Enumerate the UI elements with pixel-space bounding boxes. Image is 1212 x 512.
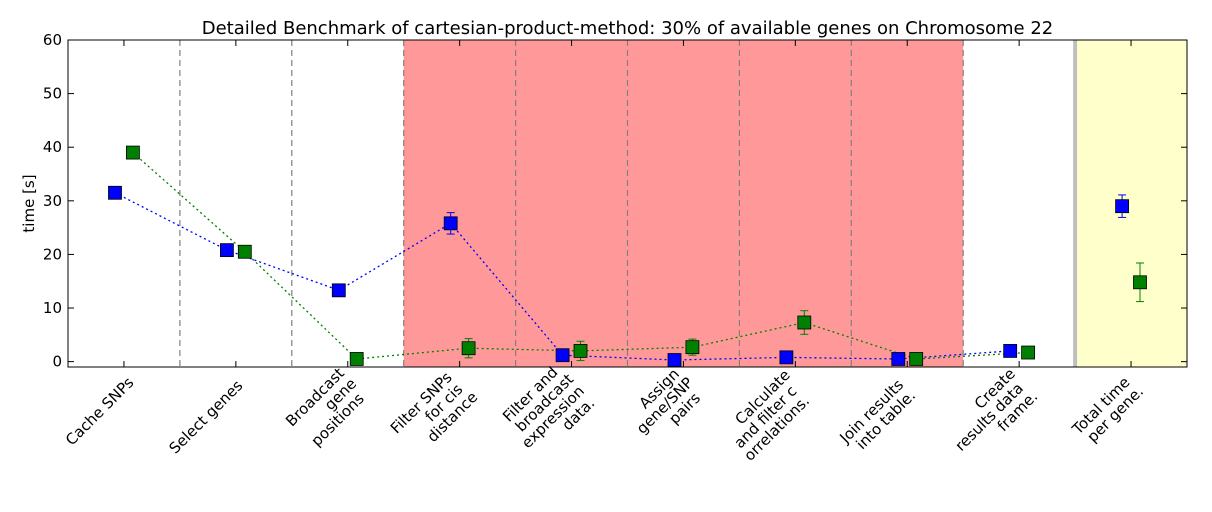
y-tick-label-20: 20 xyxy=(43,245,62,263)
category-label-2: Broadcastgenepositions xyxy=(282,363,371,452)
marker-1-7 xyxy=(909,352,924,366)
category-label-1: Select genes xyxy=(165,376,246,457)
category-label-6: Calculateand filter correlations. xyxy=(718,366,817,465)
marker-0-2 xyxy=(331,283,346,298)
marker-0-1 xyxy=(219,243,234,258)
marker-0-8 xyxy=(1003,344,1018,358)
y-tick-label-60: 60 xyxy=(43,31,62,49)
series-line-1 xyxy=(132,152,1029,360)
category-label-4: Filter andbroadcastexpressiondata. xyxy=(495,359,599,463)
category-label-0: Cache SNPs xyxy=(62,373,138,449)
category-label-line: Cache SNPs xyxy=(62,373,138,449)
category-label-5: Assigngene/SNPpairs xyxy=(622,362,708,448)
y-axis-label: time [s] xyxy=(20,174,38,232)
marker-1-5 xyxy=(685,340,700,355)
category-separators xyxy=(179,40,1078,367)
marker-1-9 xyxy=(1133,275,1147,290)
data-markers xyxy=(108,145,1147,367)
marker-0-9 xyxy=(1115,199,1129,214)
category-label-9: Total timeper gene. xyxy=(1068,371,1147,450)
category-label-7: Join resultsinto table. xyxy=(835,375,919,459)
plot-frame xyxy=(67,39,1188,368)
marker-0-0 xyxy=(108,185,122,200)
y-tick-label-50: 50 xyxy=(43,85,62,103)
marker-1-2 xyxy=(349,352,364,366)
marker-1-6 xyxy=(797,315,812,330)
marker-1-0 xyxy=(126,145,140,160)
marker-0-4 xyxy=(555,348,570,363)
marker-0-5 xyxy=(667,353,682,367)
highlight-region-1 xyxy=(1075,40,1187,367)
category-label-3: Filter SNPsfor cisdistance xyxy=(387,365,481,459)
y-tick-label-40: 40 xyxy=(43,138,62,156)
category-label-line: Select genes xyxy=(165,376,246,457)
marker-1-3 xyxy=(461,341,476,356)
marker-0-6 xyxy=(779,350,794,365)
y-tick-label-10: 10 xyxy=(43,299,62,317)
marker-1-1 xyxy=(237,244,252,259)
series-line-0 xyxy=(114,192,1011,361)
marker-1-8 xyxy=(1021,345,1036,360)
marker-1-4 xyxy=(573,344,588,358)
marker-0-7 xyxy=(891,352,906,366)
y-tick-label-30: 30 xyxy=(43,192,62,210)
marker-0-3 xyxy=(443,216,458,231)
highlight-regions xyxy=(403,40,1187,367)
series-lines xyxy=(114,152,1029,361)
y-axis-ticks: 0 10 20 30 40 50 60 xyxy=(43,31,1187,371)
y-tick-label-0: 0 xyxy=(52,353,62,371)
highlight-region-0 xyxy=(403,40,964,367)
chart-title: Detailed Benchmark of cartesian-product-… xyxy=(202,18,1054,39)
category-label-8: Createresults dataframe. xyxy=(940,365,1041,466)
